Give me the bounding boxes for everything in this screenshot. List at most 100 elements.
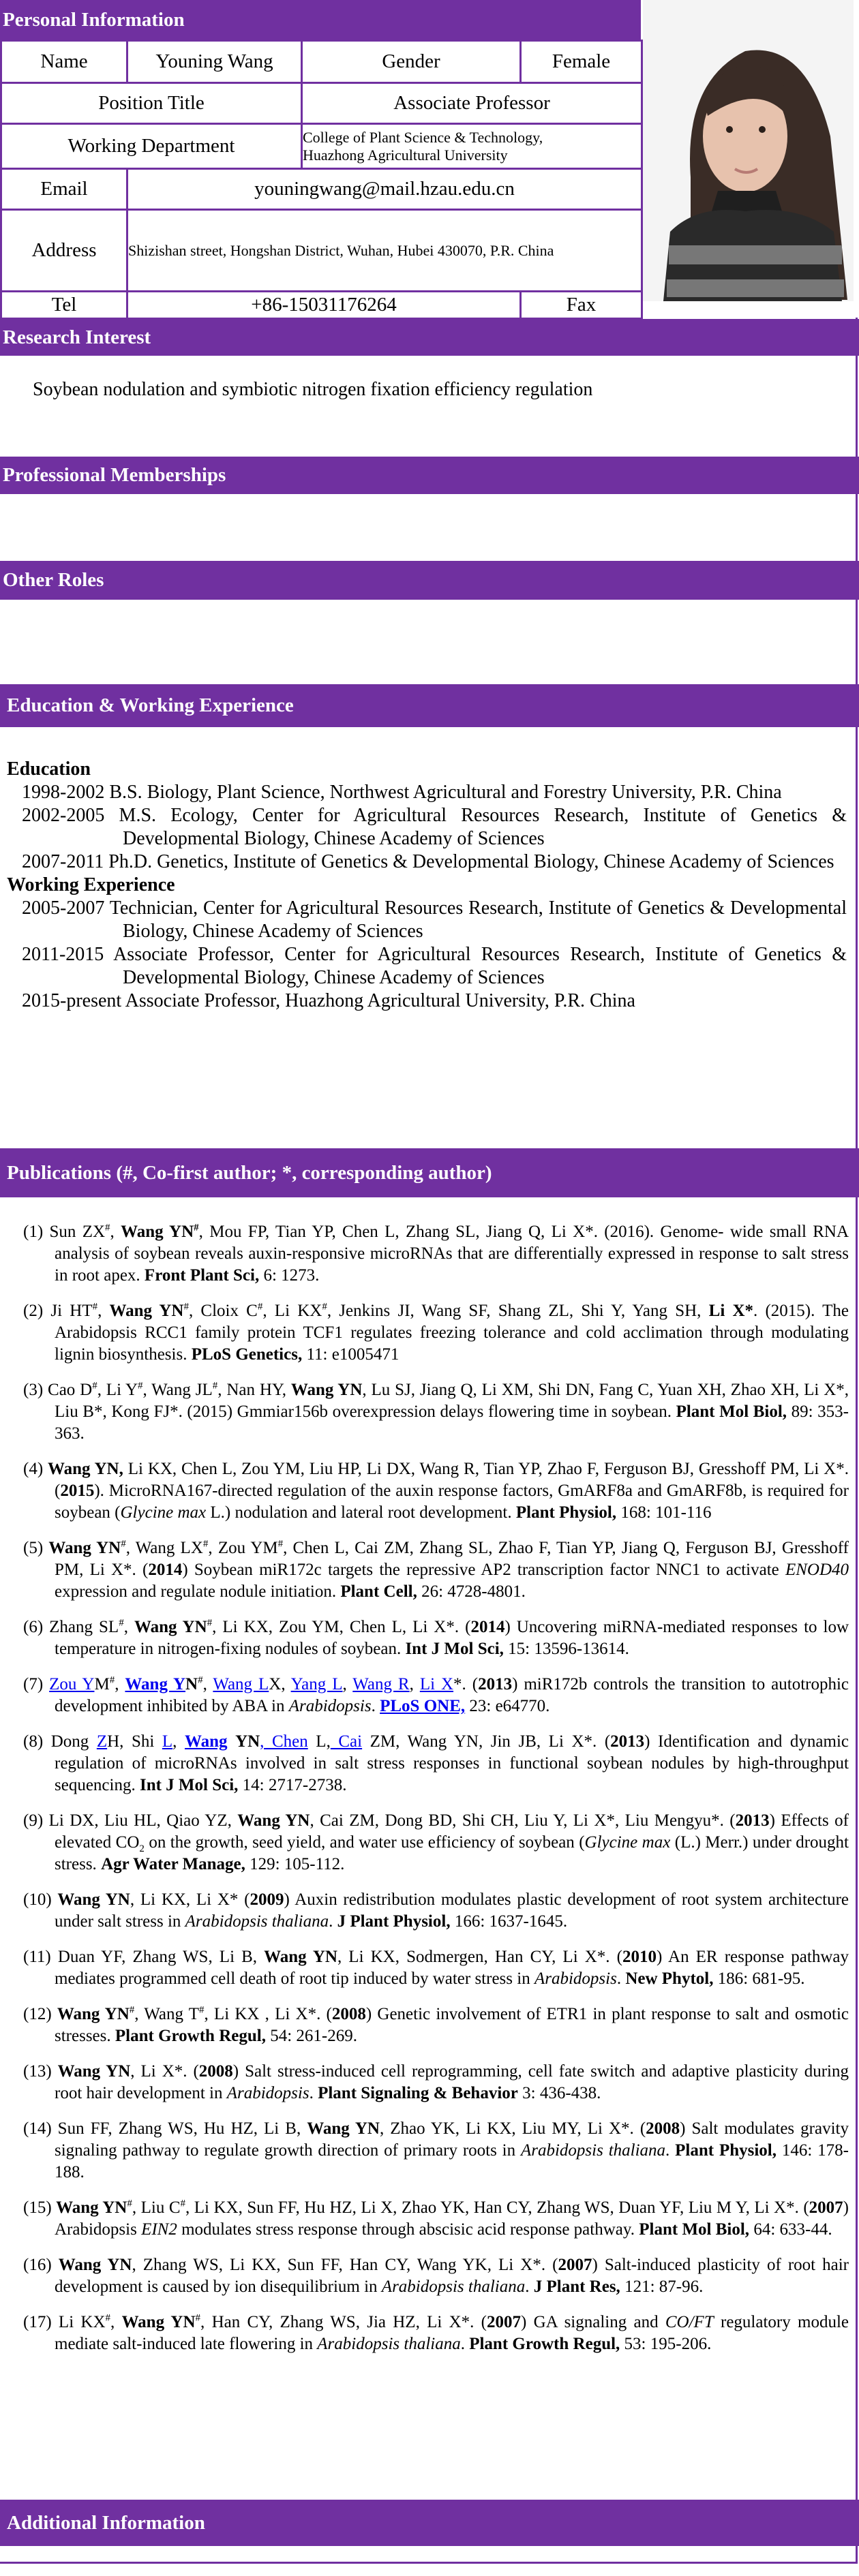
portrait-photo: [643, 0, 854, 301]
citation-text: ,: [342, 1675, 353, 1693]
co-first-mark: #: [92, 1380, 97, 1392]
author-link[interactable]: Yang L: [290, 1675, 343, 1693]
subscript: 2: [139, 1843, 145, 1854]
work-item: 2015-present Associate Professor, Huazho…: [22, 990, 635, 1011]
italic-text: CO/FT: [665, 2313, 714, 2331]
citation-text: 129: 105-112.: [245, 1855, 345, 1873]
publication-item: (6) Zhang SL#, Wang YN#, Li KX, Zou YM, …: [0, 1616, 849, 1660]
publication-item: (7) Zou YM#, Wang YN#, Wang LX, Yang L, …: [0, 1674, 849, 1717]
author-link[interactable]: Z: [96, 1732, 108, 1751]
publication-item: (13) Wang YN, Li X*. (2008) Salt stress-…: [0, 2061, 849, 2104]
bold-text: Wang YN: [57, 1890, 130, 1909]
fax-label: Fax: [519, 290, 643, 320]
citation-text: , Zou YM: [208, 1539, 278, 1557]
citation-text: ) Genetic involvement of ETR1 in plant r…: [55, 2005, 849, 2045]
publication-item: (9) Li DX, Liu HL, Qiao YZ, Wang YN, Cai…: [0, 1810, 849, 1875]
publication-number: (17): [23, 2313, 59, 2331]
publication-number: (4): [23, 1460, 48, 1478]
co-first-mark: #: [92, 1301, 98, 1313]
address-label: Address: [0, 209, 128, 292]
publication-item: (1) Sun ZX#, Wang YN#, Mou FP, Tian YP, …: [0, 1221, 849, 1287]
citation-text: modulates stress response through abscis…: [177, 2220, 639, 2239]
bold-text: 2007: [809, 2198, 843, 2217]
co-first-mark: #: [180, 2198, 186, 2209]
email-value[interactable]: youningwang@mail.hzau.edu.cn: [126, 168, 643, 211]
citation-text: 26: 4728-4801.: [417, 1582, 526, 1601]
italic-text: Arabidopsis thaliana: [317, 2335, 461, 2353]
italic-text: Arabidopsis: [288, 1697, 372, 1715]
citation-text: Zhang SL: [49, 1618, 119, 1636]
tel-value: +86-15031176264: [126, 290, 522, 320]
author-link[interactable]: L: [162, 1732, 173, 1751]
author-link[interactable]: Wang L: [213, 1675, 269, 1693]
bold-text: Plant Cell,: [340, 1582, 417, 1601]
bold-text: Wang YN: [121, 1223, 194, 1241]
author-link[interactable]: Zou Y: [49, 1675, 95, 1693]
author-link[interactable]: Wang Y: [125, 1675, 186, 1693]
citation-text: ) Salt-induced plasticity of root hair d…: [55, 2256, 849, 2296]
bold-text: Wang YN: [264, 1948, 337, 1966]
publication-number: (9): [23, 1811, 49, 1830]
citation-text: (L.) Merr.) under drought stress.: [55, 1833, 849, 1873]
citation-text: , Zhang WS, Li KX, Sun FF, Han CY, Wang …: [132, 2256, 558, 2274]
bold-text: New Phytol,: [625, 1969, 714, 1988]
citation-text: ) Auxin redistribution modulates plastic…: [55, 1890, 849, 1931]
co-first-mark: #: [138, 1380, 143, 1392]
author-link[interactable]: , Chen: [260, 1732, 308, 1751]
citation-text: on the growth, seed yield, and water use…: [144, 1833, 585, 1852]
publication-item: (11) Duan YF, Zhang WS, Li B, Wang YN, L…: [0, 1946, 849, 1990]
citation-text: , Wang JL: [142, 1381, 213, 1399]
publication-item: (5) Wang YN#, Wang LX#, Zou YM#, Chen L,…: [0, 1537, 849, 1603]
publication-item: (15) Wang YN#, Liu C#, Li KX, Sun FF, Hu…: [0, 2197, 849, 2241]
citation-text: 121: 87-96.: [620, 2278, 704, 2296]
citation-text: Sun ZX: [49, 1223, 106, 1241]
work-heading: Working Experience: [7, 874, 175, 895]
email-label: Email: [0, 168, 128, 211]
bold-text: 2008: [331, 2005, 366, 2023]
co-first-mark: #: [183, 1301, 189, 1313]
publication-number: (6): [23, 1618, 50, 1636]
section-header-publications: Publications (#, Co-first author; *, cor…: [0, 1148, 859, 1197]
section-header-other-roles: Other Roles: [0, 561, 859, 600]
author-link[interactable]: Li X: [419, 1675, 454, 1693]
citation-text: , Liu C: [132, 2198, 181, 2217]
citation-text: M: [94, 1675, 110, 1693]
bold-text: J Plant Physiol,: [337, 1912, 451, 1931]
citation-text: ,: [202, 1675, 213, 1693]
section-title: Professional Memberships: [3, 464, 226, 486]
citation-text: ,: [409, 1675, 420, 1693]
citation-text: ,: [123, 1618, 134, 1636]
citation-text: Sun FF, Zhang WS, Hu HZ, Li B,: [57, 2119, 307, 2138]
citation-text: L,: [307, 1732, 331, 1751]
publication-number: (5): [23, 1539, 49, 1557]
co-first-mark: #: [109, 1674, 115, 1686]
citation-text: , Cai ZM, Dong BD, Shi CH, Liu Y, Li X*,…: [310, 1811, 736, 1830]
citation-text: , Li KX, Zou YM, Chen L, Li X*. (: [212, 1618, 471, 1636]
citation-text: .: [460, 2335, 470, 2353]
bold-text: 2013: [478, 1675, 513, 1693]
co-first-mark: #: [194, 1222, 199, 1233]
bold-text: 2014: [470, 1618, 505, 1636]
publication-item: (17) Li KX#, Wang YN#, Han CY, Zhang WS,…: [0, 2312, 849, 2355]
co-first-mark: #: [105, 2312, 111, 2324]
bold-text: 2009: [250, 1890, 284, 1909]
work-item: 2011-2015 Associate Professor, Center fo…: [22, 944, 847, 988]
author-link[interactable]: Wang: [184, 1732, 228, 1751]
bold-text: Plant Signaling & Behavior: [318, 2084, 518, 2102]
citation-text: ,: [97, 1302, 110, 1320]
citation-text: Ji HT: [50, 1302, 93, 1320]
author-link[interactable]: Cai: [330, 1732, 363, 1751]
author-link[interactable]: Wang R: [352, 1675, 410, 1693]
bold-text: Wang YN: [57, 2062, 131, 2081]
italic-text: Arabidopsis: [226, 2084, 310, 2102]
citation-text: .: [616, 1969, 626, 1988]
bold-text: 2013: [735, 1811, 770, 1830]
bold-text: 2014: [148, 1561, 183, 1579]
publication-number: (3): [23, 1381, 48, 1399]
bold-text: Plant Mol Biol,: [676, 1402, 787, 1421]
section-header-education: Education & Working Experience: [0, 684, 859, 727]
publication-item: (16) Wang YN, Zhang WS, Li KX, Sun FF, H…: [0, 2254, 849, 2298]
department-label: Working Department: [0, 123, 303, 170]
tel-label: Tel: [0, 290, 128, 320]
author-link[interactable]: PLoS ONE,: [380, 1697, 466, 1715]
